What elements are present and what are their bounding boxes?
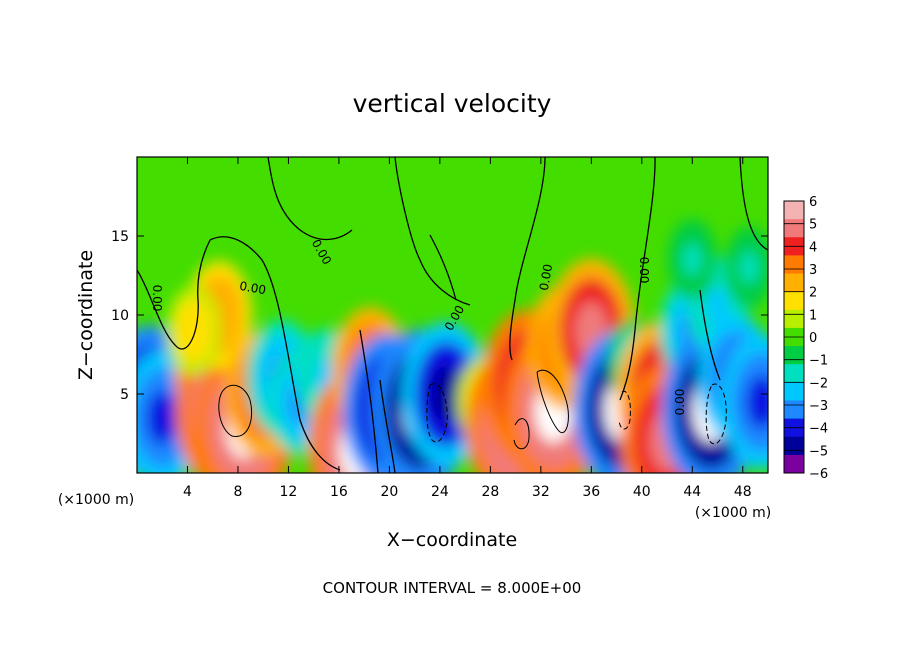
colorbar-label: 4 xyxy=(809,240,817,255)
contour-zero-line xyxy=(429,234,457,301)
contour-zero-line xyxy=(619,157,656,401)
x-tick-label: 28 xyxy=(481,484,499,500)
x-tick-label: 8 xyxy=(233,484,242,500)
contour-zero-line xyxy=(379,379,396,473)
field-cell-core xyxy=(429,365,463,423)
colorbar-label: 0 xyxy=(809,331,817,346)
colorbar-label: −5 xyxy=(809,444,828,459)
contour-negative xyxy=(426,383,448,443)
colorbar-label: −3 xyxy=(809,399,828,414)
x-axis-ticks: 4 8 12 16 20 24 28 32 36 40 44 48 xyxy=(183,157,752,500)
colorbar-swatch xyxy=(784,346,804,365)
x-tick-label: 24 xyxy=(431,484,449,500)
colorbar-label: 6 xyxy=(809,195,817,210)
contour-label: 0.00 xyxy=(673,389,687,416)
x-tick-label: 12 xyxy=(280,484,298,500)
field-cell-core xyxy=(739,251,759,284)
colorbar-swatch xyxy=(784,255,804,275)
field-cell-core xyxy=(146,390,178,445)
contour-zero-line xyxy=(699,289,721,381)
field-cell-core xyxy=(183,312,204,349)
y-tick-label: 5 xyxy=(120,387,129,403)
y-tick-label: 15 xyxy=(111,229,129,245)
x-tick-label: 32 xyxy=(532,484,550,500)
colorbar-swatch xyxy=(784,400,804,420)
contour-zero-line xyxy=(267,157,353,241)
colorbar-swatch xyxy=(784,219,804,238)
contour-zero-line xyxy=(137,239,211,350)
colorbar-swatch xyxy=(784,201,804,220)
field-cells xyxy=(137,219,768,473)
colorbar-swatch xyxy=(784,436,804,456)
contour-label: 0.00 xyxy=(150,285,164,312)
contour-lines xyxy=(137,157,768,473)
contour-negative xyxy=(705,383,727,445)
y-axis-ticks: 5 10 15 xyxy=(111,229,768,403)
x-tick-label: 16 xyxy=(330,484,348,500)
colorbar-swatch xyxy=(784,454,804,474)
contour-zero-line xyxy=(209,236,341,471)
x-unit-label: (×1000 m) xyxy=(695,505,771,521)
x-tick-label: 20 xyxy=(380,484,398,500)
contour-negative xyxy=(618,390,631,430)
colorbar-label: −6 xyxy=(809,467,828,482)
colorbar-label: 3 xyxy=(809,263,817,278)
y-tick-label: 10 xyxy=(111,308,129,324)
chart-title: vertical velocity xyxy=(353,89,552,118)
colorbar-label: 1 xyxy=(809,308,817,323)
field-cell-core xyxy=(706,287,729,327)
colorbar-label: 5 xyxy=(809,218,817,233)
x-axis-label: X−coordinate xyxy=(387,529,517,551)
colorbar: 6 5 4 3 2 1 0 −1 −2 −3 −4 −5 −6 xyxy=(783,195,828,482)
contour-zero-line xyxy=(359,329,379,473)
y-unit-label: (×1000 m) xyxy=(58,492,134,508)
contour-positive xyxy=(218,384,253,437)
colorbar-label: 2 xyxy=(809,286,817,301)
contour-label: 0.00 xyxy=(637,257,651,284)
contour-label: 0.00 xyxy=(537,263,555,292)
colorbar-swatch xyxy=(784,364,804,383)
contour-zero-line xyxy=(509,157,546,361)
contour-interval-note: CONTOUR INTERVAL = 8.000E+00 xyxy=(323,579,582,597)
x-tick-label: 36 xyxy=(582,484,600,500)
field-cell-core xyxy=(746,374,768,429)
contour-label: 0.00 xyxy=(238,279,267,297)
contour-zero-line xyxy=(394,157,471,306)
x-tick-label: 44 xyxy=(683,484,701,500)
colorbar-swatch xyxy=(784,382,804,401)
colorbar-swatch xyxy=(784,291,804,311)
colorbar-swatch xyxy=(784,309,804,329)
plot-area: 0.00 0.00 0.00 0.00 0.00 0.00 0.00 xyxy=(137,157,768,473)
field-cell-core xyxy=(683,243,702,276)
colorbar-label: −4 xyxy=(809,422,828,437)
contour-positive xyxy=(536,369,569,433)
colorbar-label: −2 xyxy=(809,376,828,391)
y-axis-label: Z−coordinate xyxy=(75,250,97,380)
colorbar-swatch xyxy=(784,273,804,293)
colorbar-label: −1 xyxy=(809,354,828,369)
x-tick-label: 40 xyxy=(633,484,651,500)
x-tick-label: 48 xyxy=(734,484,752,500)
x-tick-label: 4 xyxy=(183,484,192,500)
contour-zero-line xyxy=(739,157,768,251)
contour-positive xyxy=(513,418,530,450)
